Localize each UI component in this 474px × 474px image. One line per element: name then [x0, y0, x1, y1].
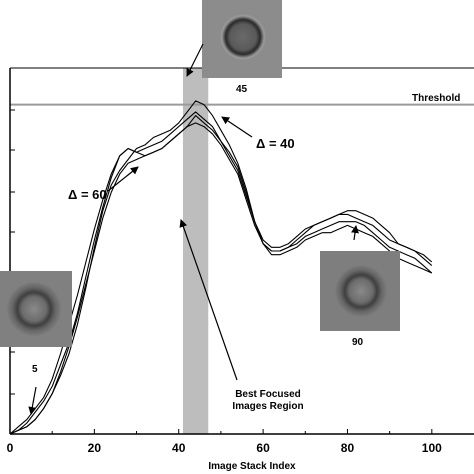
focused-bead-icon — [219, 13, 267, 61]
x-tick-label: 0 — [7, 441, 14, 455]
defocused-bead-icon — [7, 282, 61, 336]
x-axis-ticks: 0 20 40 60 80 100 — [7, 429, 442, 455]
thumbnail-index-5 — [0, 271, 72, 347]
x-tick-label: 40 — [172, 441, 186, 455]
focus-curves — [9, 100, 433, 435]
x-tick-label: 60 — [256, 441, 270, 455]
annotation-arrows — [28, 43, 359, 415]
x-tick-label: 20 — [88, 441, 102, 455]
threshold-label: Threshold — [412, 93, 460, 104]
x-tick-label: 80 — [341, 441, 355, 455]
index-90-label: 90 — [352, 337, 364, 348]
band-label-line1: Best Focused — [235, 389, 301, 400]
arrow-to-index-45 — [186, 43, 204, 77]
index-45-label: 45 — [236, 84, 248, 95]
delta-40-label: Δ = 40 — [256, 136, 295, 151]
delta-60-label: Δ = 60 — [68, 187, 107, 202]
arrow-to-index-90 — [351, 225, 359, 241]
thumbnail-index-90 — [320, 251, 400, 331]
focus-curve-1 — [9, 100, 433, 435]
arrow-to-index-5 — [28, 386, 37, 415]
focus-curve-3 — [9, 115, 433, 435]
focus-curve-4 — [9, 122, 433, 435]
band-label-line2: Images Region — [232, 401, 303, 412]
x-tick-label: 100 — [422, 441, 442, 455]
arrow-delta-60 — [107, 166, 139, 192]
best-focus-band — [182, 68, 209, 434]
arrow-to-band — [179, 219, 238, 381]
thumbnail-index-45 — [202, 0, 282, 78]
x-axis-label: Image Stack Index — [208, 461, 296, 472]
plot-frame — [9, 67, 474, 435]
index-5-label: 5 — [32, 364, 38, 375]
defocused-bead-icon — [335, 265, 387, 317]
arrow-delta-40 — [221, 116, 253, 138]
